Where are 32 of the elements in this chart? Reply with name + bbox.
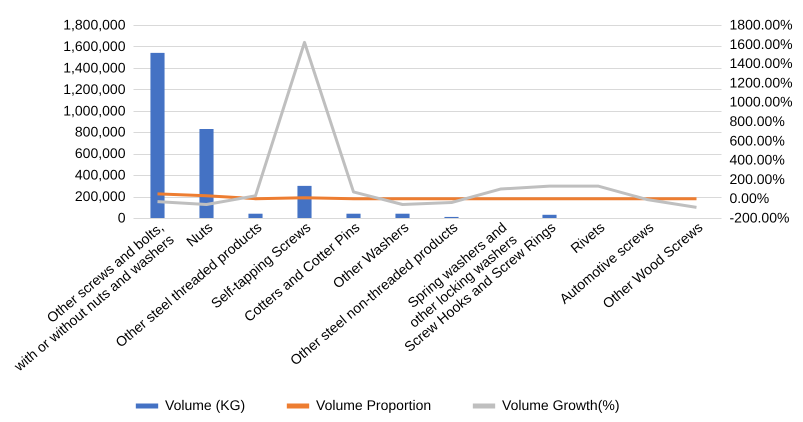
y2-tick-label: 1600.00% [730, 36, 793, 52]
y2-tick-label: 600.00% [730, 132, 785, 148]
bar [346, 214, 361, 218]
y2-tick-label: -200.00% [730, 210, 790, 226]
y2-tick-label: 400.00% [730, 152, 785, 168]
y-tick-label: 1,600,000 [63, 38, 126, 54]
y-tick-label: 1,400,000 [63, 59, 126, 76]
legend-label: Volume Proportion [316, 397, 432, 413]
y2-tick-label: 1800.00% [730, 16, 793, 32]
y2-tick-label: 1200.00% [730, 74, 793, 90]
y-tick-label: 1,800,000 [63, 16, 126, 32]
y-tick-label: 600,000 [74, 145, 126, 162]
y-tick-label: 1,200,000 [63, 80, 126, 97]
y-tick-label: 1,000,000 [63, 102, 126, 118]
y-tick-label: 200,000 [74, 188, 126, 204]
y2-tick-label: 200.00% [730, 170, 785, 187]
bar [542, 214, 557, 218]
legend-label: Volume Growth(%) [502, 397, 620, 413]
bar [199, 129, 214, 218]
y2-tick-label: 1000.00% [730, 94, 793, 110]
y2-tick-label: 1400.00% [730, 55, 793, 72]
line-series [156, 40, 698, 209]
bar [395, 214, 410, 218]
y-tick-label: 0 [118, 210, 126, 226]
y2-tick-label: 0.00% [730, 190, 770, 206]
x-tick-label: Nuts [183, 218, 216, 250]
y-tick-label: 400,000 [74, 166, 126, 183]
y2-tick-label: 800.00% [730, 113, 785, 129]
y-tick-label: 800,000 [74, 124, 126, 140]
bar [248, 214, 263, 218]
bar [150, 52, 165, 218]
legend-label: Volume (KG) [165, 397, 246, 413]
